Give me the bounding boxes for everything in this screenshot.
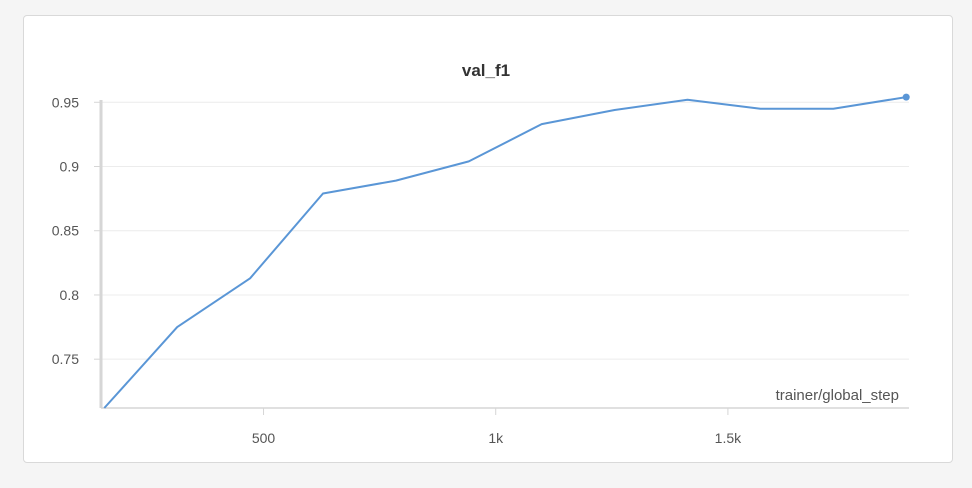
gridlines bbox=[101, 101, 909, 360]
chart-title: val_f1 bbox=[462, 61, 510, 80]
chart-panel bbox=[23, 15, 953, 463]
x-tick-label: 1k bbox=[488, 430, 504, 446]
y-tick-label: 0.9 bbox=[60, 159, 80, 175]
y-tick-label: 0.85 bbox=[52, 223, 79, 239]
data-point bbox=[248, 276, 252, 280]
data-point bbox=[831, 107, 835, 111]
x-axis-ticks: 500 1k 1.5k bbox=[252, 408, 742, 446]
y-tick-label: 0.8 bbox=[60, 287, 80, 303]
data-point bbox=[685, 98, 689, 102]
data-point bbox=[102, 406, 106, 410]
y-axis-ticks: 0.75 0.8 0.85 0.9 0.95 bbox=[52, 94, 101, 367]
data-point bbox=[394, 179, 398, 183]
axes bbox=[99, 100, 909, 409]
y-tick-label: 0.75 bbox=[52, 351, 79, 367]
data-point bbox=[321, 191, 325, 195]
x-axis-label: trainer/global_step bbox=[776, 387, 899, 404]
y-tick-label: 0.95 bbox=[52, 94, 79, 110]
x-tick-label: 500 bbox=[252, 430, 276, 446]
data-point bbox=[758, 107, 762, 111]
data-point bbox=[467, 159, 471, 163]
series-line bbox=[103, 96, 907, 409]
data-point bbox=[175, 325, 179, 329]
series-group bbox=[102, 93, 910, 410]
x-tick-label: 1.5k bbox=[715, 430, 742, 446]
data-point bbox=[540, 122, 544, 126]
data-point bbox=[613, 108, 617, 112]
last-point-marker bbox=[902, 93, 910, 101]
